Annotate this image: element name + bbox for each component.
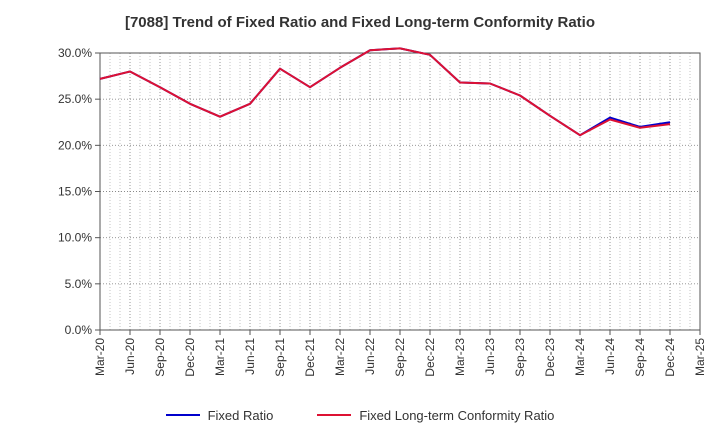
y-tick-label: 20.0%	[58, 138, 92, 152]
y-tick-label: 15.0%	[58, 185, 92, 199]
x-tick-label: Jun-20	[123, 338, 137, 375]
legend: Fixed Ratio Fixed Long-term Conformity R…	[0, 405, 720, 425]
tick-labels: 0.0% 5.0% 10.0% 15.0% 20.0% 25.0% 30.0% Mar-20 J…	[58, 46, 707, 377]
axes	[95, 52, 701, 335]
y-tick-label: 0.0%	[65, 323, 93, 337]
y-tick-label: 5.0%	[65, 277, 93, 291]
legend-label-fixed-ratio: Fixed Ratio	[207, 407, 274, 423]
x-tick-label: Mar-24	[573, 338, 587, 376]
x-tick-label: Jun-24	[603, 338, 617, 375]
y-tick-label: 25.0%	[58, 92, 92, 106]
x-tick-label: Dec-23	[543, 338, 557, 377]
x-tick-label: Sep-20	[153, 338, 167, 377]
x-tick-label: Jun-23	[483, 338, 497, 375]
x-tick-label: Mar-25	[693, 338, 707, 376]
x-tick-label: Mar-20	[93, 338, 107, 376]
x-tick-label: Dec-21	[303, 338, 317, 377]
legend-swatch-fixed-ratio	[165, 414, 200, 416]
x-tick-label: Sep-23	[513, 338, 527, 377]
x-tick-label: Dec-22	[423, 338, 437, 377]
x-tick-label: Mar-23	[453, 338, 467, 376]
x-tick-label: Dec-24	[663, 338, 677, 377]
y-tick-label: 10.0%	[58, 231, 92, 245]
chart-title: [7088] Trend of Fixed Ratio and Fixed Lo…	[124, 14, 596, 31]
legend-item-fixed-long-term-conformity-ratio: Fixed Long-term Conformity Ratio	[317, 408, 554, 423]
x-tick-label: Sep-24	[633, 338, 647, 377]
y-tick-label: 30.0%	[58, 46, 92, 60]
x-tick-label: Sep-22	[393, 338, 407, 377]
x-tick-label: Dec-20	[183, 338, 197, 377]
series-line-0	[99, 47, 671, 137]
x-tick-label: Mar-21	[213, 338, 227, 376]
series-line-1	[99, 47, 671, 137]
x-tick-label: Jun-22	[363, 338, 377, 375]
legend-item-fixed-ratio: Fixed Ratio	[165, 407, 274, 423]
x-tick-label: Jun-21	[243, 338, 257, 375]
grid	[100, 52, 700, 330]
x-tick-label: Mar-22	[333, 338, 347, 376]
x-tick-label: Sep-21	[273, 338, 287, 377]
series-lines	[99, 47, 671, 137]
legend-label-fixed-long-term-conformity-ratio: Fixed Long-term Conformity Ratio	[359, 407, 555, 423]
legend-swatch-fixed-long-term-conformity-ratio	[317, 414, 352, 416]
